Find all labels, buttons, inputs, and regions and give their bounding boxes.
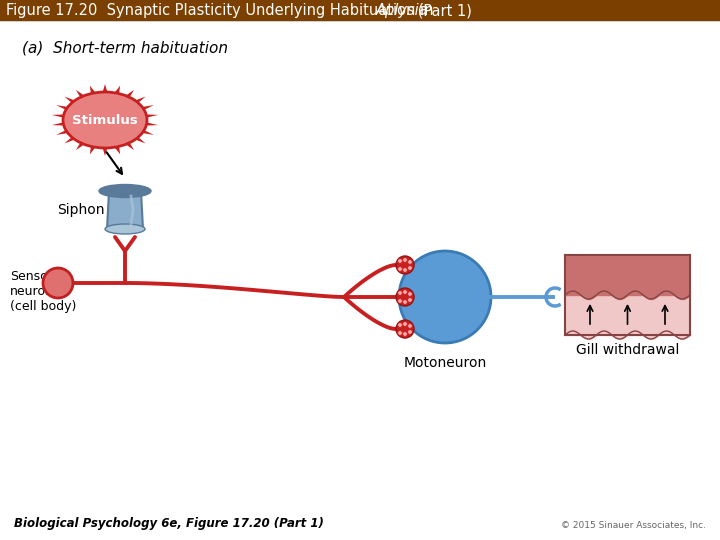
Text: Sensory
neuron
(cell body): Sensory neuron (cell body) <box>10 270 76 313</box>
Circle shape <box>402 290 408 294</box>
Text: Aplysia: Aplysia <box>376 3 428 18</box>
Circle shape <box>408 324 412 328</box>
Circle shape <box>408 330 412 334</box>
Circle shape <box>402 268 408 272</box>
Circle shape <box>396 288 414 306</box>
Polygon shape <box>52 84 158 156</box>
Text: Siphon: Siphon <box>57 203 104 217</box>
Text: Figure 17.20  Synaptic Plasticity Underlying Habituation in: Figure 17.20 Synaptic Plasticity Underly… <box>6 3 438 18</box>
Ellipse shape <box>99 185 151 198</box>
Circle shape <box>397 331 402 335</box>
Circle shape <box>397 267 402 271</box>
Circle shape <box>397 299 402 303</box>
Circle shape <box>408 292 412 296</box>
Circle shape <box>408 266 412 270</box>
Circle shape <box>397 291 402 295</box>
Ellipse shape <box>105 224 145 234</box>
Circle shape <box>402 258 408 262</box>
Circle shape <box>402 332 408 336</box>
Circle shape <box>396 256 414 274</box>
Text: Stimulus: Stimulus <box>72 113 138 126</box>
Text: (Part 1): (Part 1) <box>413 3 472 18</box>
Circle shape <box>396 320 414 338</box>
Circle shape <box>402 322 408 326</box>
Text: Biological Psychology 6e, Figure 17.20 (Part 1): Biological Psychology 6e, Figure 17.20 (… <box>14 517 324 530</box>
Circle shape <box>397 323 402 327</box>
Bar <box>565 295 690 335</box>
Circle shape <box>408 298 412 302</box>
Circle shape <box>397 259 402 263</box>
Polygon shape <box>107 191 143 229</box>
Bar <box>565 255 690 295</box>
Circle shape <box>399 251 491 343</box>
Circle shape <box>408 260 412 264</box>
Text: Gill withdrawal: Gill withdrawal <box>576 343 679 357</box>
Text: © 2015 Sinauer Associates, Inc.: © 2015 Sinauer Associates, Inc. <box>561 521 706 530</box>
Circle shape <box>402 300 408 304</box>
Ellipse shape <box>63 92 147 148</box>
Bar <box>0 0 720 21</box>
Text: (a)  Short-term habituation: (a) Short-term habituation <box>22 40 228 56</box>
Text: Motoneuron: Motoneuron <box>403 356 487 370</box>
Circle shape <box>43 268 73 298</box>
